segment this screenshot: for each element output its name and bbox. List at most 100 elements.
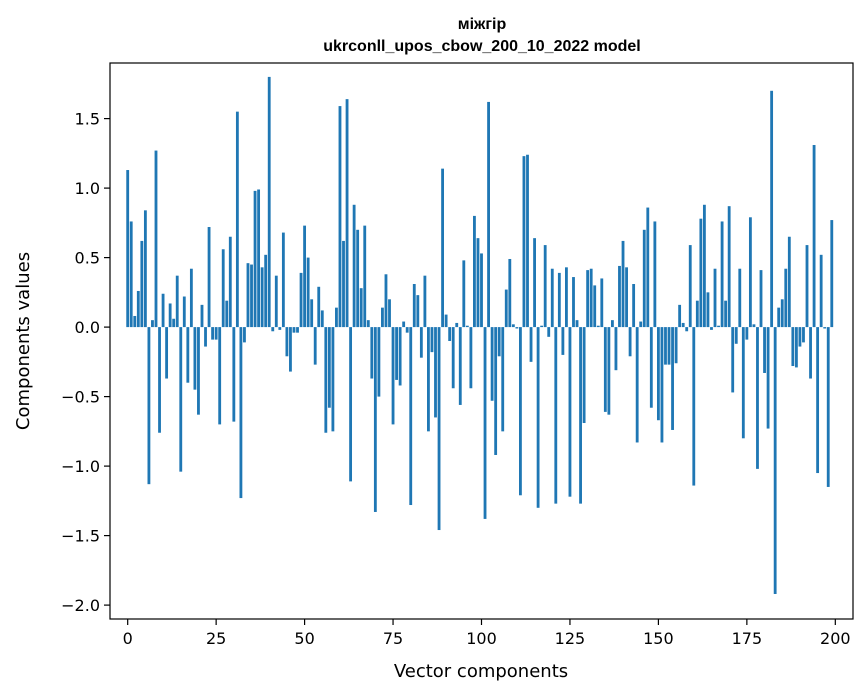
bar-191 (802, 327, 805, 343)
bar-153 (667, 327, 671, 365)
bar-152 (664, 327, 667, 365)
bar-141 (625, 267, 628, 328)
bar-128 (579, 327, 582, 504)
y-tick-label: 1.0 (75, 179, 100, 198)
bar-47 (292, 327, 296, 333)
bar-144 (635, 327, 639, 443)
y-axis-label: Components values (13, 252, 34, 430)
bar-133 (596, 325, 600, 328)
bar-3 (136, 290, 140, 328)
bar-76 (395, 327, 398, 380)
bar-112 (522, 156, 526, 328)
bar-42 (274, 275, 278, 328)
x-tick-label: 0 (123, 629, 133, 648)
bar-114 (529, 327, 533, 362)
bar-126 (572, 277, 575, 328)
bar-86 (430, 327, 434, 353)
bar-196 (819, 254, 823, 328)
bar-63 (349, 327, 353, 482)
bar-57 (327, 327, 331, 408)
y-tick-label: −0.5 (61, 388, 100, 407)
chart-title: міжгір (458, 16, 507, 33)
chart-subtitle: ukrconll_upos_cbow_200_10_2022 model (323, 38, 640, 55)
bar-71 (377, 327, 381, 397)
bar-163 (702, 204, 706, 328)
bar-28 (225, 300, 229, 328)
bar-189 (794, 327, 798, 368)
bar-97 (469, 327, 473, 389)
bar-188 (791, 327, 795, 367)
bar-108 (508, 258, 512, 328)
bar-110 (515, 327, 519, 329)
bar-81 (412, 284, 416, 328)
bar-70 (373, 327, 377, 512)
x-tick-label: 50 (294, 629, 314, 648)
bar-176 (748, 217, 752, 328)
bar-11 (165, 327, 169, 379)
bar-187 (787, 236, 791, 328)
bar-171 (731, 327, 735, 393)
bar-186 (784, 268, 788, 328)
bar-18 (189, 268, 193, 328)
bar-15 (179, 327, 183, 472)
bar-49 (299, 272, 303, 328)
y-axis-ticks: −2.0 −1.5 −1.0 −0.5 0.0 0.5 1.0 1.5 (61, 110, 110, 615)
bar-13 (172, 318, 176, 328)
bar-80 (409, 327, 413, 506)
bar-193 (809, 327, 812, 379)
bar-95 (462, 260, 466, 328)
bar-120 (550, 268, 554, 328)
bar-164 (706, 292, 710, 328)
bar-7 (151, 320, 154, 328)
bar-53 (313, 327, 317, 365)
x-axis-ticks: 0 25 50 75 100 125 150 175 200 (123, 619, 851, 648)
bar-31 (235, 111, 239, 328)
bar-12 (168, 303, 172, 328)
bar-25 (214, 327, 218, 340)
bar-150 (656, 327, 660, 421)
bar-19 (193, 327, 197, 390)
bar-43 (278, 327, 282, 330)
bar-157 (681, 322, 685, 328)
bar-115 (533, 238, 536, 328)
bar-64 (352, 204, 356, 328)
bar-67 (363, 225, 367, 328)
bar-89 (441, 168, 444, 328)
bar-14 (175, 275, 179, 328)
bar-159 (688, 245, 692, 328)
bar-182 (770, 90, 774, 328)
bar-21 (200, 304, 204, 328)
bar-73 (384, 274, 388, 328)
bar-106 (501, 327, 505, 432)
bar-136 (607, 327, 611, 415)
y-tick-label: −1.0 (61, 457, 100, 476)
bar-59 (335, 307, 338, 328)
bar-111 (519, 327, 522, 496)
bar-177 (752, 324, 756, 328)
bar-137 (610, 320, 614, 328)
x-axis-label: Vector components (394, 661, 568, 682)
bar-145 (639, 321, 643, 328)
bar-58 (331, 327, 335, 432)
bar-84 (423, 275, 427, 328)
bar-132 (593, 285, 597, 328)
bar-140 (621, 240, 625, 328)
bar-146 (642, 229, 646, 328)
bar-184 (777, 307, 781, 328)
y-tick-label: 0.0 (75, 318, 100, 337)
bar-5 (143, 210, 147, 328)
bar-75 (391, 327, 395, 425)
bar-88 (437, 327, 441, 531)
bar-100 (480, 253, 483, 328)
bar-169 (724, 300, 728, 328)
bar-22 (204, 327, 207, 347)
bar-197 (823, 327, 827, 329)
bar-51 (306, 257, 310, 328)
bar-83 (419, 327, 423, 358)
bar-0 (126, 170, 130, 328)
bar-194 (812, 145, 816, 328)
bar-40 (267, 76, 271, 328)
bar-33 (243, 327, 246, 343)
bar-2 (133, 315, 137, 328)
